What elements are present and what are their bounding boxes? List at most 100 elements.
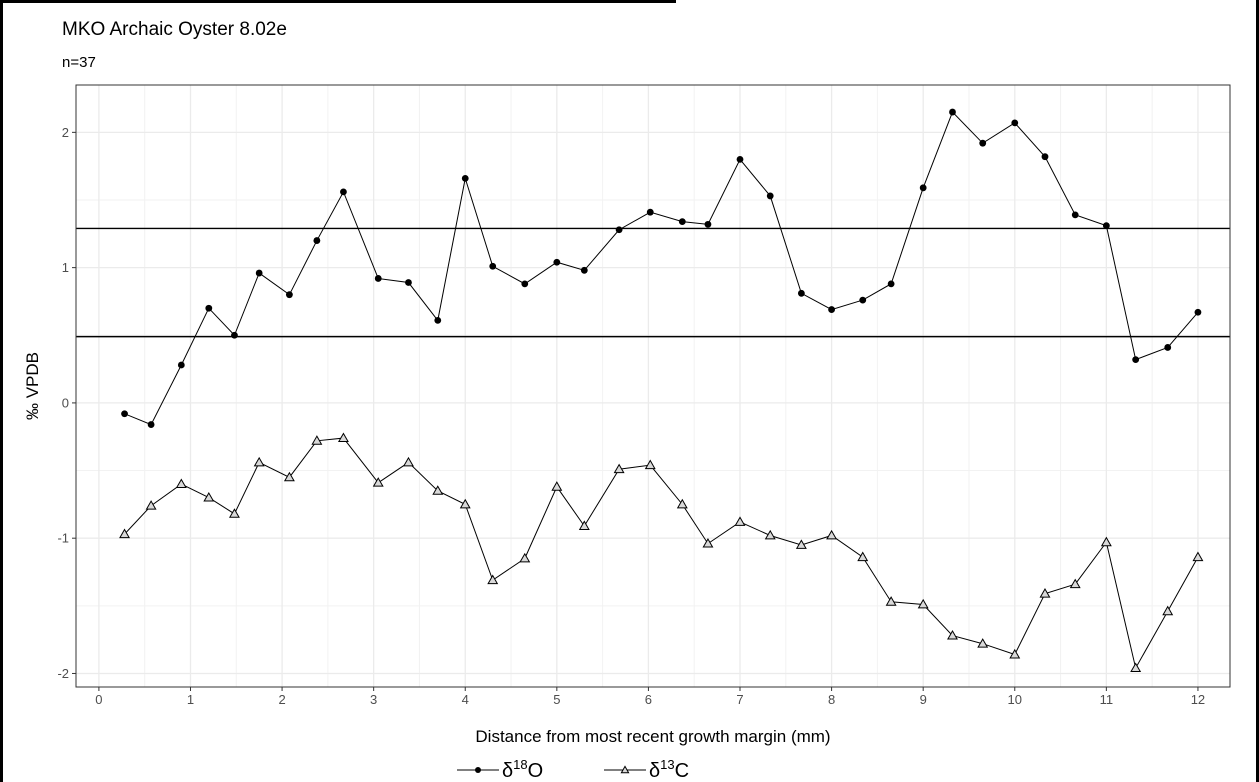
data-point-d18o (704, 220, 712, 228)
data-point-d18o (678, 218, 686, 226)
data-point-d18o (919, 184, 927, 192)
data-point-d13c (253, 456, 265, 467)
data-point-d13c (1039, 588, 1051, 598)
data-point-d13c (519, 552, 531, 563)
x-tick-label: 4 (462, 692, 469, 707)
grid-major (76, 85, 1230, 687)
data-point-d18o (615, 226, 623, 234)
legend-item-d18o: δ18O (457, 757, 543, 782)
data-point-d18o (828, 306, 835, 313)
data-point-d13c (1130, 662, 1142, 673)
data-point-d18o (797, 289, 805, 297)
x-tick-label: 12 (1191, 692, 1205, 707)
right-border (1256, 0, 1259, 782)
data-point-d13c (947, 629, 958, 640)
data-point-d18o (285, 291, 293, 299)
data-point-d13c (487, 574, 499, 585)
data-point-d13c (1162, 605, 1174, 616)
data-point-d18o (177, 361, 185, 369)
data-point-d18o (255, 269, 263, 277)
data-point-d18o (553, 258, 561, 266)
x-tick-label: 7 (736, 692, 743, 707)
data-point-d13c (145, 500, 157, 510)
data-point-d18o (1102, 222, 1110, 230)
series-line-d13c (124, 437, 1199, 670)
legend-label: δ13C (649, 757, 689, 782)
data-point-d13c (203, 491, 215, 502)
x-tick-label: 6 (645, 692, 652, 707)
data-point-d18o (231, 331, 238, 339)
y-axis-title: ‰ VPDB (23, 352, 42, 420)
data-point-d13c (1100, 536, 1112, 547)
data-point-d18o (374, 275, 382, 282)
data-point-d13c (311, 435, 323, 445)
data-point-d13c (283, 471, 295, 482)
y-tick-label: 0 (62, 395, 69, 410)
left-border (0, 0, 3, 782)
data-point-d18o (1132, 356, 1140, 364)
y-tick-label: 2 (62, 125, 69, 140)
data-point-d18o (340, 188, 347, 196)
data-point-d13c (857, 551, 869, 562)
legend-label-element: O (528, 760, 544, 782)
legend-key-marker (475, 767, 481, 773)
data-point-d18o (489, 262, 497, 270)
data-point-d13c (337, 432, 349, 443)
data-point-d13c (372, 477, 384, 487)
top-border (0, 0, 676, 3)
series-layer (119, 108, 1204, 673)
legend: δ18O δ13C (457, 757, 689, 782)
data-point-d13c (795, 539, 807, 549)
data-point-d18o (580, 266, 588, 274)
data-point-d18o (147, 421, 155, 428)
x-tick-label: 0 (95, 692, 102, 707)
data-point-d18o (646, 208, 654, 216)
data-point-d13c (734, 516, 746, 526)
x-axis: 0 1 2 3 4 5 6 7 8 9 10 11 12 (95, 687, 1205, 707)
data-point-d18o (313, 237, 321, 244)
y-tick-label: 1 (62, 260, 69, 275)
data-point-d18o (1011, 119, 1019, 127)
data-point-d13c (175, 478, 187, 489)
legend-label-element: C (675, 760, 689, 782)
data-point-d13c (459, 498, 471, 509)
data-point-d13c (977, 638, 989, 648)
data-point-d13c (764, 529, 776, 540)
data-point-d18o (1041, 153, 1049, 161)
data-point-d13c (644, 459, 656, 470)
y-tick-label: -2 (57, 666, 69, 681)
y-tick-label: -1 (57, 531, 69, 546)
x-tick-label: 1 (187, 692, 194, 707)
chart-title: MKO Archaic Oyster 8.02e (62, 19, 287, 40)
data-point-d18o (1164, 344, 1172, 351)
chart-subtitle: n=37 (62, 54, 96, 71)
legend-key-marker (620, 765, 630, 774)
data-point-d18o (121, 410, 128, 418)
data-point-d18o (461, 174, 469, 182)
data-point-d18o (405, 279, 412, 286)
data-point-d13c (676, 498, 688, 509)
legend-label: δ18O (502, 757, 543, 782)
data-point-d13c (1192, 551, 1204, 562)
x-tick-label: 8 (828, 692, 835, 707)
data-point-d18o (887, 280, 895, 288)
data-point-d13c (826, 529, 838, 540)
data-point-d18o (1194, 308, 1202, 316)
series-line-d18o (124, 111, 1199, 426)
data-point-d13c (702, 537, 714, 548)
legend-label-superscript: 18 (513, 757, 527, 772)
data-point-d18o (205, 304, 213, 312)
data-point-d13c (1009, 648, 1021, 659)
data-point-d18o (736, 156, 744, 163)
y-axis: -2 -1 0 1 2 (57, 125, 76, 681)
data-point-d18o (434, 316, 442, 324)
data-point-d13c (885, 596, 897, 606)
data-point-d13c (613, 463, 625, 474)
reference-lines (76, 227, 1230, 338)
data-point-d18o (521, 280, 529, 288)
x-tick-label: 10 (1008, 692, 1022, 707)
x-tick-label: 11 (1100, 692, 1114, 707)
data-point-d13c (228, 508, 240, 518)
data-point-d18o (1071, 211, 1079, 219)
data-point-d13c (1069, 578, 1081, 589)
